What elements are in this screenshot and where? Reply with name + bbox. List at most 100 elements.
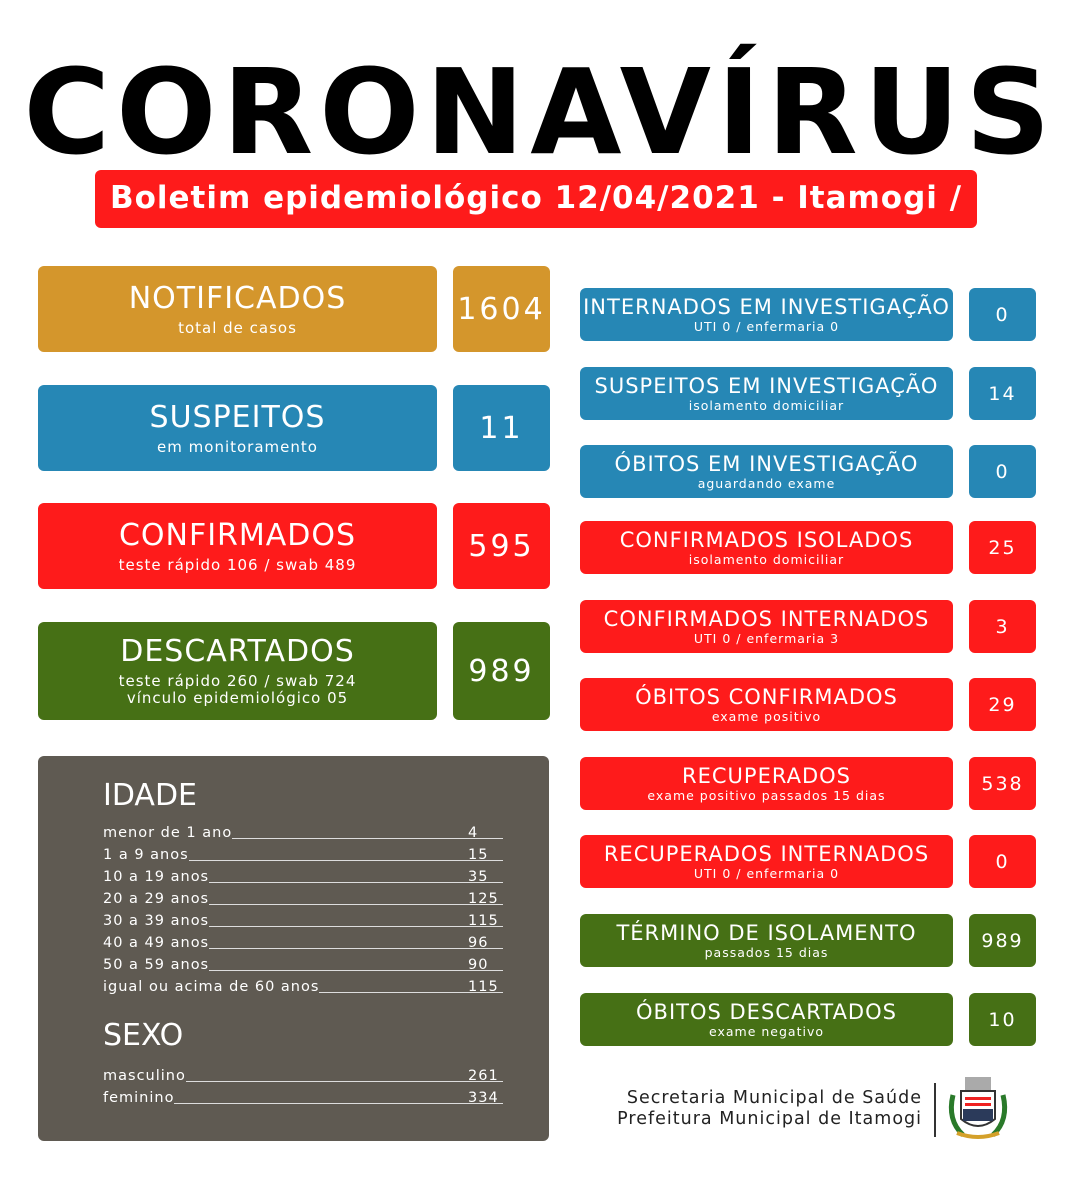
stat-label: NOTIFICADOS: [128, 280, 347, 316]
status-sublabel: exame positivo passados 15 dias: [647, 788, 886, 803]
status-value: 29: [969, 678, 1036, 731]
status-card: RECUPERADOS INTERNADOS UTI 0 / enfermaria…: [580, 835, 953, 888]
row-label: feminino: [103, 1090, 175, 1106]
leader-line: [209, 970, 503, 971]
leader-line: [174, 1103, 503, 1104]
status-value: 0: [969, 445, 1036, 498]
status-label: RECUPERADOS: [682, 764, 851, 788]
row-value: 96: [468, 935, 489, 951]
stat-sublabel: teste rápido 106 / swab 489: [118, 555, 357, 574]
leader-line: [188, 860, 503, 861]
row-value: 35: [468, 869, 489, 885]
bulletin-banner: Boletim epidemiológico 12/04/2021 - Itam…: [95, 170, 977, 272]
leader-line: [209, 926, 503, 927]
stat-sublabel: teste rápido 260 / swab 724: [118, 672, 357, 690]
leader-line: [319, 992, 503, 993]
row-label: 20 a 29 anos: [103, 891, 210, 907]
list-item: igual ou acima de 60 anos 115: [103, 973, 503, 995]
status-value: 989: [969, 914, 1036, 967]
status-sublabel: UTI 0 / enfermaria 0: [693, 319, 840, 334]
stat-card-suspeitos: SUSPEITOS em monitoramento: [38, 385, 437, 471]
row-value: 115: [468, 979, 499, 995]
status-card: ÓBITOS DESCARTADOS exame negativo: [580, 993, 953, 1046]
status-sublabel: passados 15 dias: [704, 945, 829, 960]
list-item: 40 a 49 anos 96: [103, 929, 503, 951]
leader-line: [232, 838, 503, 839]
demographics-panel: IDADE menor de 1 ano 4 1 a 9 anos 15 10 a 19…: [38, 756, 549, 1141]
status-card: RECUPERADOS exame positivo passados 15 di…: [580, 757, 953, 810]
stat-sublabel: em monitoramento: [157, 437, 318, 456]
row-label: 30 a 39 anos: [103, 913, 210, 929]
status-card: CONFIRMADOS ISOLADOS isolamento domicilia…: [580, 521, 953, 574]
status-value: 14: [969, 367, 1036, 420]
stat-label: CONFIRMADOS: [118, 517, 357, 553]
row-label: 10 a 19 anos: [103, 869, 210, 885]
page-title: CORONAVÍRUS: [23, 43, 1057, 181]
status-sublabel: UTI 0 / enfermaria 3: [693, 631, 840, 646]
status-card: SUSPEITOS EM INVESTIGAÇÃO isolamento domi…: [580, 367, 953, 420]
stat-label: SUSPEITOS: [149, 399, 326, 435]
status-sublabel: aguardando exame: [697, 476, 836, 491]
leader-line: [209, 882, 503, 883]
status-card: TÉRMINO DE ISOLAMENTO passados 15 dias: [580, 914, 953, 967]
row-label: 1 a 9 anos: [103, 847, 189, 863]
row-value: 90: [468, 957, 489, 973]
status-label: ÓBITOS EM INVESTIGAÇÃO: [614, 452, 919, 476]
divider: [934, 1083, 936, 1137]
stat-card-descartados: DESCARTADOS teste rápido 260 / swab 724 ví…: [38, 622, 437, 720]
stat-sublabel-2: vínculo epidemiológico 05: [126, 689, 349, 707]
status-card: CONFIRMADOS INTERNADOS UTI 0 / enfermaria…: [580, 600, 953, 653]
stat-card-notificados: NOTIFICADOS total de casos: [38, 266, 437, 352]
status-value: 0: [969, 835, 1036, 888]
list-item: masculino 261: [103, 1062, 503, 1084]
status-label: ÓBITOS DESCARTADOS: [636, 1000, 897, 1024]
status-sublabel: exame positivo: [711, 709, 822, 724]
list-item: 20 a 29 anos 125: [103, 885, 503, 907]
age-heading: IDADE: [103, 778, 197, 813]
stat-value: 11: [453, 385, 550, 471]
row-label: menor de 1 ano: [103, 825, 233, 841]
footer-credits: Secretaria Municipal de Saúde Prefeitura…: [600, 1088, 922, 1130]
status-label: ÓBITOS CONFIRMADOS: [635, 685, 898, 709]
stat-sublabel: total de casos: [178, 318, 297, 337]
status-label: CONFIRMADOS INTERNADOS: [603, 607, 930, 631]
row-label: masculino: [103, 1068, 186, 1084]
status-value: 3: [969, 600, 1036, 653]
list-item: 1 a 9 anos 15: [103, 841, 503, 863]
status-sublabel: UTI 0 / enfermaria 0: [693, 866, 840, 881]
status-card: ÓBITOS CONFIRMADOS exame positivo: [580, 678, 953, 731]
leader-line: [209, 948, 503, 949]
status-value: 25: [969, 521, 1036, 574]
row-value: 115: [468, 913, 499, 929]
status-label: INTERNADOS EM INVESTIGAÇÃO: [583, 295, 950, 319]
status-sublabel: isolamento domiciliar: [688, 398, 845, 413]
leader-line: [209, 904, 503, 905]
footer-line-1: Secretaria Municipal de Saúde: [626, 1088, 922, 1108]
leader-line: [185, 1081, 503, 1082]
status-label: TÉRMINO DE ISOLAMENTO: [616, 921, 917, 945]
sex-heading: SEXO: [103, 1018, 184, 1053]
status-value: 538: [969, 757, 1036, 810]
list-item: 10 a 19 anos 35: [103, 863, 503, 885]
status-label: SUSPEITOS EM INVESTIGAÇÃO: [594, 374, 939, 398]
list-item: feminino 334: [103, 1084, 503, 1106]
list-item: menor de 1 ano 4: [103, 819, 503, 841]
stat-value: 989: [453, 622, 550, 720]
footer-line-2: Prefeitura Municipal de Itamogi: [617, 1109, 922, 1129]
stat-card-confirmados: CONFIRMADOS teste rápido 106 / swab 489: [38, 503, 437, 589]
list-item: 50 a 59 anos 90: [103, 951, 503, 973]
status-sublabel: isolamento domiciliar: [688, 552, 845, 567]
status-card: ÓBITOS EM INVESTIGAÇÃO aguardando exame: [580, 445, 953, 498]
row-label: 50 a 59 anos: [103, 957, 210, 973]
row-value: 261: [468, 1068, 499, 1084]
stat-label: DESCARTADOS: [120, 634, 355, 669]
status-label: RECUPERADOS INTERNADOS: [603, 842, 930, 866]
coat-of-arms-logo: [948, 1077, 1008, 1139]
row-value: 15: [468, 847, 489, 863]
status-value: 10: [969, 993, 1036, 1046]
status-sublabel: exame negativo: [709, 1024, 824, 1039]
status-label: CONFIRMADOS ISOLADOS: [619, 528, 914, 552]
stat-value: 595: [453, 503, 550, 589]
row-value: 125: [468, 891, 499, 907]
stat-value: 1604: [453, 266, 550, 352]
